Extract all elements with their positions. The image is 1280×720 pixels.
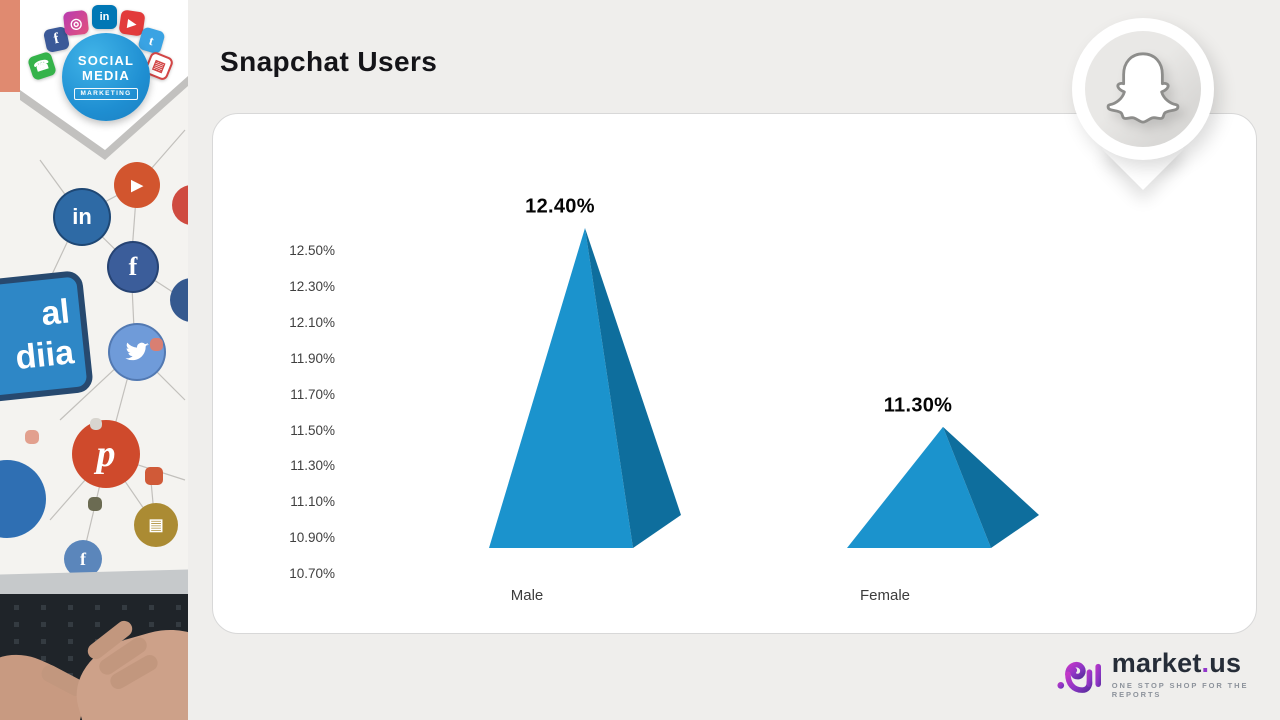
twitter-icon — [108, 323, 166, 381]
brand-dot: . — [1201, 648, 1210, 678]
instagram-icon: ◎ — [62, 9, 90, 37]
facebook-icon-right: f — [170, 278, 188, 322]
linkedin-glyph: in — [99, 11, 110, 23]
y-axis-tick-label: 11.50% — [290, 422, 335, 438]
pin-inner-disc — [1085, 31, 1201, 147]
twitter-bird-glyph — [125, 342, 149, 361]
sidebar-photo-strip: in ▶ f f p ▤ f al diia — [0, 0, 188, 720]
mini-app-icon — [150, 338, 163, 351]
marketus-logo-mark — [1057, 661, 1101, 693]
pin-circle — [1072, 18, 1214, 160]
badge-line-3: MARKETING — [74, 87, 138, 100]
play-icon: ▶ — [114, 162, 160, 208]
screen-caption-card: al diia — [0, 269, 95, 405]
facebook-glyph: f — [128, 252, 138, 281]
y-axis-tick-label: 12.10% — [289, 314, 335, 330]
linkedin-glyph: in — [72, 204, 92, 229]
chart-card — [212, 113, 1257, 634]
twitter-glyph: t — [147, 32, 156, 48]
instagram-glyph: ◎ — [69, 13, 83, 32]
brand-prefix: market — [1111, 648, 1202, 678]
whatsapp-glyph: ☎ — [31, 55, 52, 76]
y-axis-tick-label: 12.30% — [289, 278, 335, 294]
y-axis-tick-label: 10.90% — [289, 530, 335, 546]
facebook-glyph: f — [80, 548, 86, 569]
badge-line-2: MEDIA — [82, 68, 130, 83]
mini-app-icon — [25, 430, 39, 444]
brand-suffix: us — [1209, 648, 1242, 678]
pinterest-icon: p — [72, 420, 140, 488]
y-axis-tick-label: 11.30% — [290, 458, 335, 474]
media-kite-glyph: ▨ — [150, 56, 168, 75]
linkedin-arc-icon: in — [92, 5, 117, 29]
play-glyph: ▶ — [126, 16, 137, 31]
category-label-female: Female — [859, 587, 911, 604]
linkedin-icon: in — [53, 188, 111, 246]
y-axis-tick-label: 12.50% — [289, 243, 335, 258]
red-dot-icon — [172, 185, 188, 225]
play-glyph: ▶ — [131, 177, 143, 194]
screen-caption-line: diia — [13, 333, 76, 378]
y-axis-tick-label: 11.70% — [290, 386, 335, 402]
badge-line-1: SOCIAL — [77, 53, 135, 69]
snapchat-ghost-icon — [1106, 52, 1180, 124]
mini-app-icon — [90, 418, 102, 430]
pinterest-glyph: p — [96, 433, 116, 475]
facebook-icon: f — [107, 241, 159, 293]
mini-app-icon — [145, 467, 163, 485]
brand-tagline: ONE STOP SHOP FOR THE REPORTS — [1111, 681, 1249, 699]
data-label-female: 11.30% — [883, 394, 953, 417]
brand-wordmark: market.us — [1112, 650, 1280, 677]
data-label-male: 12.40% — [525, 195, 595, 218]
mini-app-icon — [88, 497, 102, 511]
clipboard-glyph: ▤ — [148, 517, 164, 534]
y-axis-tick-label: 11.10% — [290, 494, 335, 510]
facebook-glyph: f — [52, 30, 61, 48]
social-media-marketing-badge: SOCIAL MEDIA MARKETING — [62, 33, 150, 121]
clipboard-icon: ▤ — [134, 503, 178, 547]
category-label-male: Male — [510, 587, 544, 604]
page-title: Snapchat Users — [220, 46, 438, 77]
y-axis-tick-label: 10.70% — [289, 566, 335, 582]
snapchat-pin-badge — [1072, 18, 1216, 194]
y-axis-tick-label: 11.90% — [290, 350, 335, 366]
photo-edge-strip — [0, 0, 20, 92]
marketus-logo: market.us ONE STOP SHOP FOR THE REPORTS — [1056, 650, 1280, 699]
